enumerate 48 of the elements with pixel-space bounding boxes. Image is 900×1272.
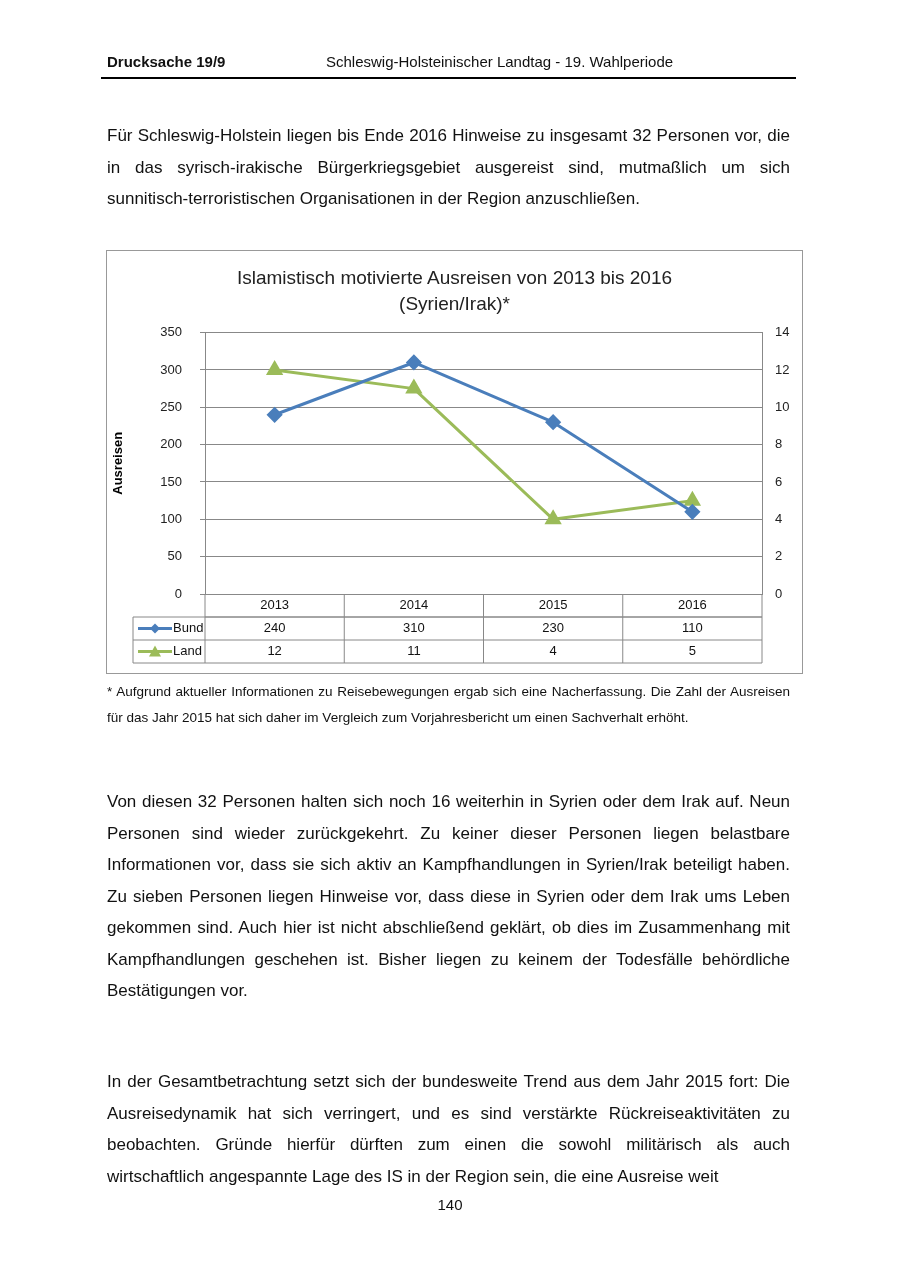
data-label: 240 xyxy=(263,620,286,636)
point xyxy=(684,492,700,506)
data-label: 230 xyxy=(542,620,564,636)
text: In der Gesamtbetrachtung setzt sich der bundesweite Trend aus dem Jahr 2015 fort: Die Ausreisedynamik hat sich verringert, und es sind verstärkte Rückreiseaktivitäten zu beobachten. Gründe hierfür dürften zum einen die sowohl militärisch als auch wirtschaftlich angespannte Lage des IS in der Region sein, die eine Ausreise weit xyxy=(107,1071,790,1188)
point xyxy=(267,407,283,423)
legend-label: Land xyxy=(173,643,202,659)
data-label: 12 xyxy=(267,643,282,659)
data-label: 4 xyxy=(549,643,557,659)
y-axis-title: Ausreisen xyxy=(110,431,126,495)
x-tick-label: 2016 xyxy=(677,597,707,613)
point xyxy=(267,361,283,375)
x-tick-label: 2013 xyxy=(260,597,290,613)
text: Drucksache 19/9 xyxy=(107,53,226,70)
y-tick-label: 0 xyxy=(174,585,182,601)
point xyxy=(545,414,561,430)
y2-tick-label: 10 xyxy=(775,398,790,414)
data-label: 110 xyxy=(682,620,703,636)
y2-tick-label: 12 xyxy=(775,361,790,377)
text: Von diesen 32 Personen halten sich noch 16 weiterhin in Syrien oder dem Irak auf. Neun Personen sind wieder zurückgekehrt. Zu keiner dieser Personen liegen belastbare Informationen vor, dass sie sich aktiv an Kampfhandlungen in Syrien/Irak beteiligt haben. Zu sieben Personen liegen Hinweise vor, dass diese in Syrien oder dem Irak ums Leben gekommen sind. Auch hier ist nicht abschließend geklärt, ob dies im Zusammenhang mit Kampfhandlungen geschehen ist. Bisher liegen zu keinem der Todesfälle behördliche Bestätigungen vor. xyxy=(107,791,790,1002)
y2-tick-label: 0 xyxy=(775,585,783,601)
text: 140 xyxy=(436,1196,464,1213)
y-tick-label: 150 xyxy=(160,473,182,489)
y2-tick-label: 6 xyxy=(775,473,783,489)
y2-tick-label: 2 xyxy=(775,548,783,564)
data-label: 11 xyxy=(407,643,421,659)
y2-tick-label: 14 xyxy=(775,324,790,340)
y2-tick-label: 8 xyxy=(775,436,783,452)
y-tick-label: 350 xyxy=(160,324,182,340)
y-tick-label: 50 xyxy=(167,548,182,564)
point xyxy=(545,510,561,525)
point xyxy=(684,504,700,520)
y2-tick-label: 4 xyxy=(775,510,783,526)
text: * Aufgrund aktueller Informationen zu Reisebewegungen ergab sich eine Nacherfassung. Die Zahl der Ausreisen für das Jahr 2015 hat sich daher im Vergleich zum Vorjahresbericht um einen Sachverhalt erhöht. xyxy=(107,683,790,727)
data-label: 310 xyxy=(403,620,425,636)
point xyxy=(406,354,422,370)
chart-subtitle: (Syrien/Irak)* xyxy=(399,293,511,315)
text: Schleswig-Holsteinischer Landtag - 19. Wahlperiode xyxy=(326,53,674,70)
chart-title: Islamistisch motivierte Ausreisen von 2013 bis 2016 xyxy=(236,266,673,288)
text: Für Schleswig-Holstein liegen bis Ende 2016 Hinweise zu insgesamt 32 Personen vor, die in das syrisch-irakische Bürgerkriegsgebiet ausgereist sind, mutmaßlich um sich sunnitisch-terroristischen Organisationen in der Region anzuschließen. xyxy=(107,125,790,210)
y-tick-label: 250 xyxy=(160,398,182,414)
y-tick-label: 300 xyxy=(160,361,182,377)
y-tick-label: 100 xyxy=(160,510,182,526)
x-tick-label: 2015 xyxy=(538,597,568,613)
legend-label: Bund xyxy=(173,620,204,636)
data-label: 5 xyxy=(688,643,696,659)
y-tick-label: 200 xyxy=(160,436,182,452)
x-tick-label: 2014 xyxy=(399,597,429,613)
point xyxy=(406,380,422,394)
